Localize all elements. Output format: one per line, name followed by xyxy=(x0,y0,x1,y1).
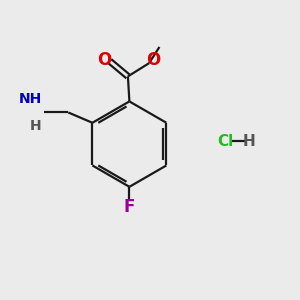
Text: NH: NH xyxy=(19,92,42,106)
Text: O: O xyxy=(97,51,112,69)
Text: O: O xyxy=(146,51,160,69)
Text: Cl: Cl xyxy=(217,134,233,149)
Text: H: H xyxy=(30,119,42,133)
Text: F: F xyxy=(124,197,135,215)
Text: H: H xyxy=(242,134,255,149)
